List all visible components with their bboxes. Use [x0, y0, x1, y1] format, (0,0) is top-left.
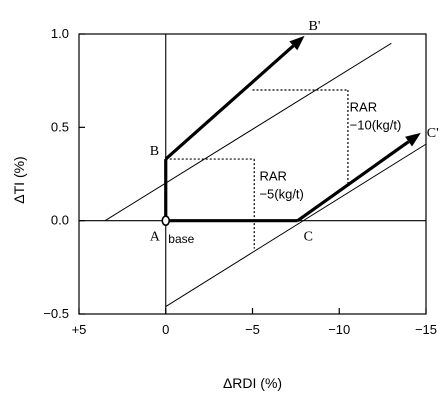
x-tick-label-0: +5: [72, 322, 87, 337]
x-tick-label-1: 0: [162, 322, 169, 337]
y-tick-label-1: 0.0: [51, 213, 69, 228]
iso-line-1: [165, 143, 427, 307]
x-tick-label-2: −5: [245, 322, 260, 337]
plot-frame: [78, 33, 427, 315]
point-label-c: C: [304, 230, 313, 245]
annotation-base: base: [168, 232, 194, 246]
y-tick-label-3: 1.0: [51, 26, 69, 41]
point-label-b-prime: B': [309, 19, 321, 34]
point-label-a: A: [150, 230, 161, 245]
arrow-head-0: [289, 35, 305, 51]
annotation-rar-1-value: −5(kg/t): [259, 187, 303, 202]
x-tick-label-3: −10: [328, 322, 350, 337]
annotation-rar-1-title: RAR: [259, 169, 286, 184]
y-tick-label-0: −0.5: [43, 306, 69, 321]
x-axis-title: ΔRDI (%): [223, 375, 282, 391]
annotation-rar-2-title: RAR: [350, 100, 377, 115]
point-label-c-prime: C': [427, 126, 439, 141]
arrow-shaft-1: [296, 140, 410, 222]
arrow-head-1: [405, 132, 421, 147]
x-tick-label-4: −15: [415, 322, 437, 337]
annotation-rar-2-value: −10(kg/t): [350, 118, 402, 133]
y-tick-label-2: 0.5: [51, 119, 69, 134]
point-marker-a: [161, 215, 171, 226]
arrow-shaft-0: [164, 44, 295, 161]
point-label-b: B: [150, 144, 159, 159]
y-axis-title: ΔTI (%): [11, 156, 27, 203]
iso-line-0: [104, 42, 392, 222]
